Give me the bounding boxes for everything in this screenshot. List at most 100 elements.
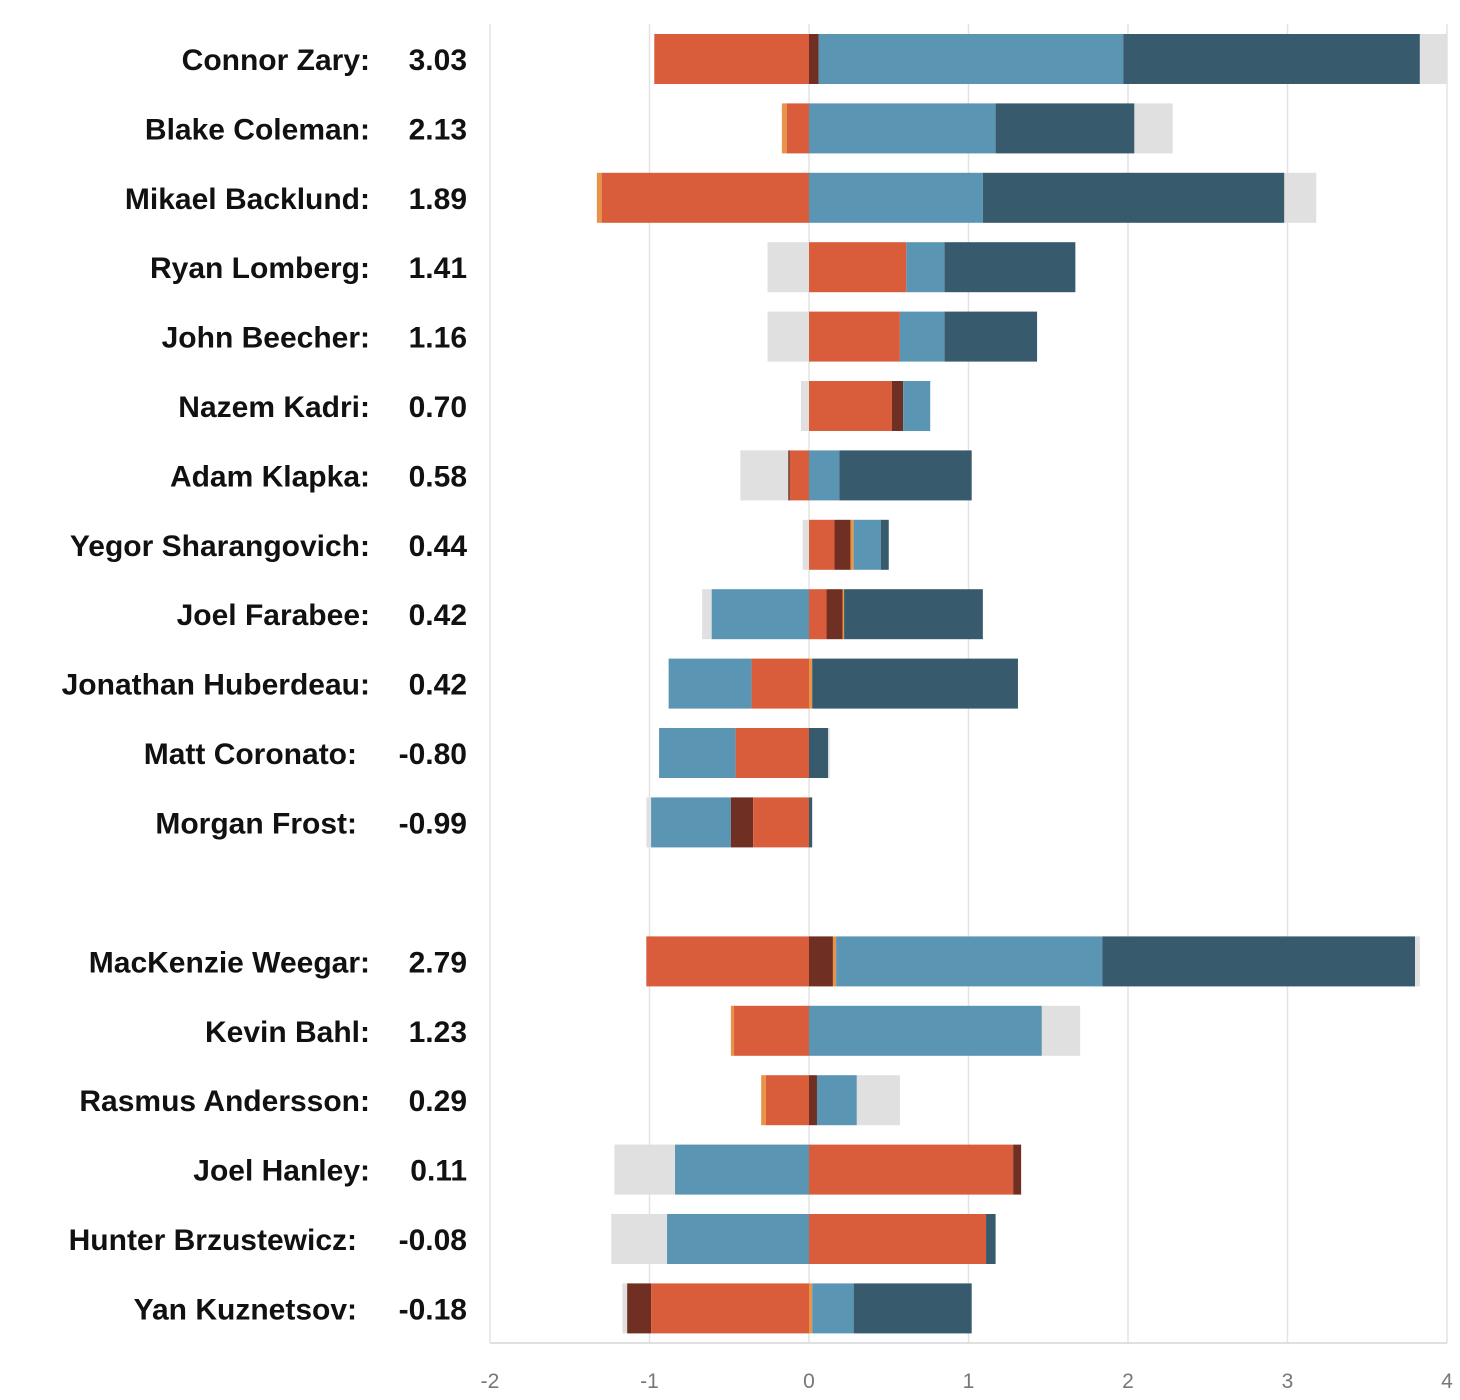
bar-segment-steel-blue <box>906 242 945 293</box>
player-value-label: 0.58 <box>409 460 467 493</box>
bar-segment-orange-red <box>809 519 835 570</box>
bar-segment-light-gray <box>767 242 809 293</box>
bar-segment-light-orange <box>781 103 787 154</box>
bar-segment-dark-slate <box>944 242 1076 293</box>
player-name-label: Joel Hanley: <box>193 1155 370 1188</box>
player-value-label: -0.80 <box>399 738 467 771</box>
bar-segment-dark-slate <box>809 728 829 778</box>
bar-segment-light-gray <box>1419 34 1447 84</box>
bar-segment-dark-brown <box>788 450 790 501</box>
bar-segment-dark-slate <box>986 1214 996 1264</box>
bar-segment-steel-blue <box>809 1005 1042 1056</box>
player-value-label: 2.79 <box>409 946 467 979</box>
bar-segment-light-orange <box>842 589 845 640</box>
bar-segment-orange-red <box>809 1144 1014 1195</box>
player-row <box>668 658 1018 709</box>
bar-segment-steel-blue <box>853 519 881 570</box>
bar-segment-orange-red <box>651 1283 809 1334</box>
bar-segment-light-gray <box>1415 936 1420 987</box>
bar-segment-light-gray <box>646 797 652 848</box>
bar-segment-dark-brown <box>627 1283 652 1334</box>
x-tick-label: 2 <box>1122 1370 1134 1393</box>
bar-segment-light-gray <box>1041 1005 1081 1056</box>
bar-segment-steel-blue <box>668 658 752 709</box>
bar-segment-orange-red <box>786 103 809 154</box>
bar-segment-steel-blue <box>816 1075 857 1126</box>
player-value-label: 0.42 <box>409 669 467 702</box>
bar-segment-dark-slate <box>853 1283 972 1334</box>
player-row <box>801 381 931 431</box>
player-row <box>702 589 983 640</box>
player-value-label: 1.16 <box>409 322 467 355</box>
bar-segment-orange-red <box>654 34 809 84</box>
player-name-label: Mikael Backlund: <box>125 183 370 216</box>
bar-segment-light-gray <box>828 728 830 778</box>
bar-segment-light-orange <box>761 1075 766 1126</box>
player-name-label: Kevin Bahl: <box>205 1016 370 1049</box>
bar-segment-light-orange <box>832 936 837 987</box>
bar-segment-light-gray <box>767 311 809 362</box>
player-row <box>659 728 830 778</box>
player-name-label: Adam Klapka: <box>170 460 370 493</box>
bar-segment-orange-red <box>735 728 809 778</box>
bar-segment-orange-red <box>751 658 809 709</box>
bar-segment-light-gray <box>622 1283 628 1334</box>
player-row <box>740 450 972 501</box>
bar-segment-light-orange <box>850 519 854 570</box>
bar-segment-dark-brown <box>834 519 851 570</box>
player-name-label: Yan Kuznetsov: <box>134 1293 357 1326</box>
player-name-label: Ryan Lomberg: <box>150 252 370 285</box>
player-name-label: John Beecher: <box>162 322 370 355</box>
player-name-label: Blake Coleman: <box>145 113 370 146</box>
bar-segment-light-gray <box>801 381 809 431</box>
player-row <box>654 34 1447 84</box>
bar-segment-light-gray <box>614 1144 676 1195</box>
bar-segment-dark-slate <box>812 658 1018 709</box>
player-value-label: 3.03 <box>409 44 467 77</box>
player-value-label: 1.89 <box>409 183 467 216</box>
bar-segment-steel-blue <box>809 103 996 154</box>
x-tick-label: 4 <box>1441 1370 1453 1393</box>
player-value-label: -0.08 <box>399 1224 467 1257</box>
x-tick-label: -1 <box>640 1370 659 1393</box>
player-name-label: Matt Coronato: <box>144 738 357 771</box>
bar-segment-dark-slate <box>1102 936 1416 987</box>
x-tick-label: 1 <box>963 1370 975 1393</box>
bar-segment-light-gray <box>702 589 712 640</box>
bar-segment-orange-red <box>809 311 900 362</box>
bar-segment-dark-slate <box>839 450 972 501</box>
player-row <box>622 1283 972 1334</box>
bar-segment-light-gray <box>740 450 789 501</box>
player-value-label: 0.70 <box>409 391 467 424</box>
player-value-label: 1.41 <box>409 252 467 285</box>
player-row <box>767 242 1076 293</box>
player-name-label: Jonathan Huberdeau: <box>62 669 370 702</box>
bar-segment-dark-brown <box>1013 1144 1022 1195</box>
player-value-label: 0.11 <box>410 1155 467 1188</box>
bar-segment-steel-blue <box>809 172 983 223</box>
bar-segment-steel-blue <box>659 728 736 778</box>
bar-segment-orange-red <box>809 1214 987 1264</box>
bar-segment-dark-brown <box>809 1075 817 1126</box>
player-row <box>730 1005 1081 1056</box>
bar-segment-dark-slate <box>844 589 983 640</box>
bar-segment-dark-brown <box>809 936 833 987</box>
bar-segment-dark-slate <box>982 172 1285 223</box>
bar-segment-dark-slate <box>809 797 813 848</box>
bar-segment-steel-blue <box>818 34 1124 84</box>
row-labels: Connor Zary: 3.03 Blake Coleman: 2.13 Mikael… <box>62 44 468 1326</box>
bar-segment-steel-blue <box>711 589 809 640</box>
bar-segment-orange-red <box>789 450 809 501</box>
player-name-label: Rasmus Andersson: <box>79 1085 370 1118</box>
player-value-label: 1.23 <box>409 1016 467 1049</box>
bar-segment-light-gray <box>611 1214 668 1264</box>
bar-segment-orange-red <box>765 1075 809 1126</box>
bar-segment-light-orange <box>809 1283 813 1334</box>
player-value-label: -0.18 <box>399 1293 467 1326</box>
player-value-label: 0.42 <box>409 599 467 632</box>
bar-segment-dark-brown <box>809 34 819 84</box>
bars <box>596 34 1447 1334</box>
bar-segment-orange-red <box>809 381 892 431</box>
bar-segment-light-gray <box>1134 103 1173 154</box>
